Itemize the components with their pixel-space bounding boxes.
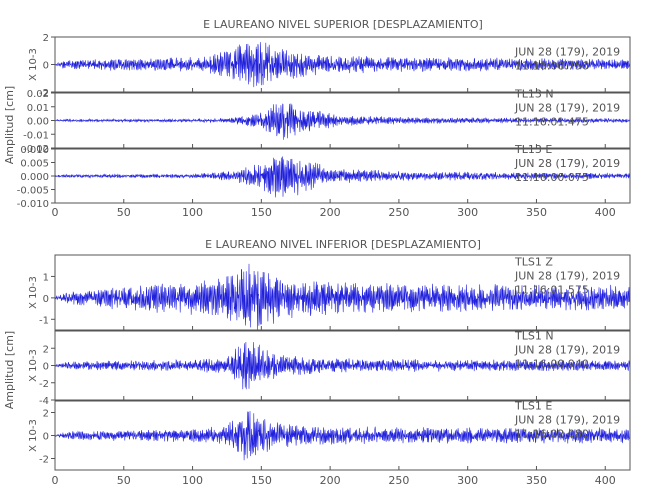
y-axis-label: Amplitud [cm] (3, 331, 16, 409)
y-tick-label: 0.010 (20, 145, 49, 156)
x-tick-label: 400 (595, 206, 616, 219)
waveform-trace (54, 263, 631, 331)
y-tick-label: 0 (43, 294, 49, 305)
y-tick-label: -0.02 (23, 144, 49, 155)
time-label: 11:16:02.080 (515, 428, 589, 441)
y-tick-label: 2 (43, 409, 49, 420)
x-tick-label: 200 (320, 206, 341, 219)
y-tick-label: -2 (39, 88, 49, 99)
x-tick-label: 150 (251, 474, 272, 487)
time-label: 11:16:01.475 (515, 116, 589, 129)
y-tick-label: 0.00 (27, 117, 49, 128)
scale-multiplier: X 10-3 (28, 349, 39, 382)
x-tick-label: 300 (457, 474, 478, 487)
time-label: 11:16:00.075 (515, 171, 589, 184)
waveform-trace (54, 411, 631, 461)
x-tick-label: 0 (52, 474, 59, 487)
group-title: E LAUREANO NIVEL INFERIOR [DESPLAZAMIENT… (205, 238, 481, 251)
waveform-trace (54, 103, 631, 140)
x-tick-label: 100 (182, 206, 203, 219)
x-tick-label: 350 (526, 206, 547, 219)
y-tick-label: -0.01 (23, 130, 49, 141)
y-tick-label: 0.01 (27, 103, 49, 114)
x-tick-label: 400 (595, 474, 616, 487)
date-label: JUN 28 (179), 2019 (514, 414, 620, 427)
x-tick-label: 50 (117, 474, 131, 487)
waveform-trace (54, 156, 631, 198)
time-label: 11:16:00.750 (515, 60, 589, 73)
panel-frame (54, 254, 631, 331)
x-tick-label: 350 (526, 474, 547, 487)
y-tick-label: 1 (43, 272, 49, 283)
date-label: JUN 28 (179), 2019 (514, 46, 620, 59)
seismogram-group-1: E LAUREANO NIVEL SUPERIOR [DESPLAZAMIENT… (3, 18, 631, 219)
time-label: 11:16:00.940 (515, 358, 589, 371)
x-tick-label: 200 (320, 474, 341, 487)
y-tick-label: -2 (39, 379, 49, 390)
y-tick-label: 2 (43, 33, 49, 44)
x-tick-label: 300 (457, 206, 478, 219)
group-title: E LAUREANO NIVEL SUPERIOR [DESPLAZAMIENT… (203, 18, 483, 31)
y-tick-label: -4 (39, 396, 49, 407)
y-tick-label: 0.000 (20, 172, 49, 183)
x-tick-label: 250 (388, 474, 409, 487)
y-tick-label: -1 (39, 315, 49, 326)
y-tick-label: 0 (43, 432, 49, 443)
station-label: TL13 N (514, 88, 554, 101)
y-tick-label: 0.02 (27, 89, 49, 100)
date-label: JUN 28 (179), 2019 (514, 102, 620, 115)
y-axis-label: Amplitud [cm] (3, 86, 16, 164)
x-tick-label: 150 (251, 206, 272, 219)
date-label: JUN 28 (179), 2019 (514, 270, 620, 283)
y-tick-label: 2 (43, 344, 49, 355)
y-tick-label: -2 (39, 455, 49, 466)
seismogram-group-2: E LAUREANO NIVEL INFERIOR [DESPLAZAMIENT… (3, 238, 631, 487)
x-tick-label: 0 (52, 206, 59, 219)
y-tick-label: -0.005 (17, 186, 49, 197)
scale-multiplier: X 10-3 (28, 276, 39, 309)
x-tick-label: 250 (388, 206, 409, 219)
waveform-trace (55, 42, 631, 88)
x-tick-label: 50 (117, 206, 131, 219)
station-label: TL13 E (514, 143, 552, 156)
date-label: JUN 28 (179), 2019 (514, 344, 620, 357)
y-tick-label: 0 (43, 61, 49, 72)
scale-multiplier: X 10-3 (28, 419, 39, 452)
y-tick-label: 0.005 (20, 159, 49, 170)
x-tick-label: 100 (182, 474, 203, 487)
y-tick-label: 0 (43, 362, 49, 373)
date-label: JUN 28 (179), 2019 (514, 157, 620, 170)
time-label: 11:16:01.575 (515, 284, 589, 297)
y-tick-label: -0.010 (17, 199, 49, 210)
waveform-trace (54, 341, 631, 390)
station-label: TLS1 N (514, 330, 554, 343)
scale-multiplier: X 10-3 (28, 48, 39, 81)
station-label: TLS1 E (514, 400, 552, 413)
station-label: TLS1 Z (514, 256, 553, 269)
